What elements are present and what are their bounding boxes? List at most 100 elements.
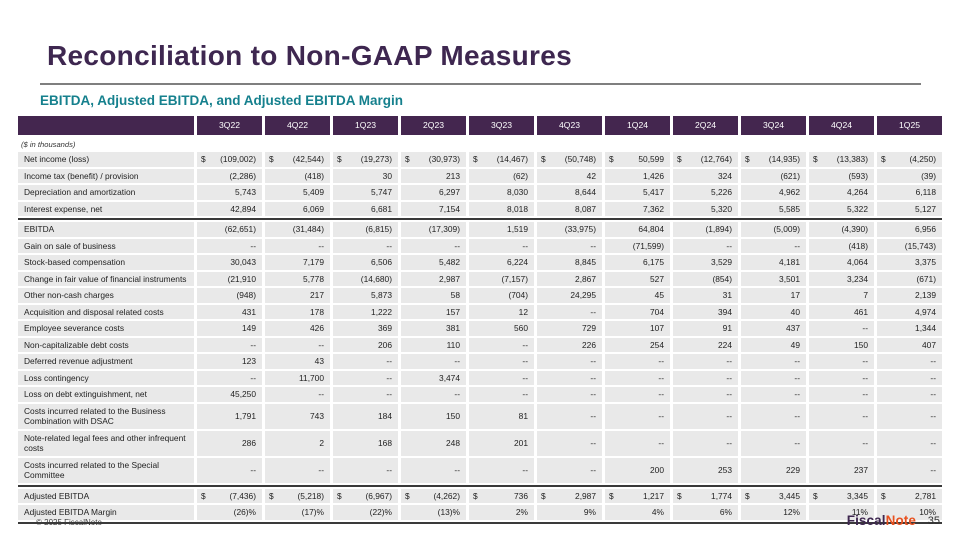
cell-value: $2,781: [877, 488, 942, 504]
cell-value: --: [877, 403, 942, 429]
cell-value: 560: [469, 321, 534, 336]
cell-value: 150: [401, 403, 466, 429]
cell-value: 1,519: [469, 222, 534, 237]
cell-value: 49: [741, 337, 806, 353]
row-label: Costs incurred related to the Business C…: [18, 403, 194, 429]
cell-value: (33,975): [537, 222, 602, 237]
cell-value: $ (14,935): [741, 152, 806, 167]
cell-value: 6,224: [469, 255, 534, 270]
cell-value: 45: [605, 288, 670, 303]
cell-value: $ (19,273): [333, 152, 398, 167]
cell-value: --: [809, 370, 874, 386]
cell-value: $50,599: [605, 152, 670, 167]
cell-value: 5,320: [673, 201, 738, 217]
cell-value: 7,179: [265, 255, 330, 270]
cell-value: (948): [197, 288, 262, 303]
row-label: Other non-cash charges: [18, 288, 194, 303]
cell-value: $ (13,383): [809, 152, 874, 167]
cell-value: 3,529: [673, 255, 738, 270]
cell-value: 5,409: [265, 185, 330, 200]
cell-value: 184: [333, 403, 398, 429]
cell-value: (62): [469, 168, 534, 184]
cell-value: $3,345: [809, 488, 874, 504]
cell-value: $2,987: [537, 488, 602, 504]
cell-value: 42,894: [197, 201, 262, 217]
column-header-3q24: 3Q24: [741, 116, 806, 135]
cell-value: (671): [877, 271, 942, 287]
cell-value: (854): [673, 271, 738, 287]
cell-value: 40: [741, 304, 806, 320]
row-label: Income tax (benefit) / provision: [18, 168, 194, 184]
cell-value: 5,747: [333, 185, 398, 200]
cell-value: $ (5,218): [265, 488, 330, 504]
cell-value: $ (6,967): [333, 488, 398, 504]
cell-value: 5,743: [197, 185, 262, 200]
row-label: EBITDA: [18, 222, 194, 237]
page-number: 35: [927, 515, 940, 527]
dollar-sign: $: [405, 154, 410, 165]
cell-value: (21,910: [197, 271, 262, 287]
cell-value: $ (42,544): [265, 152, 330, 167]
dollar-sign: $: [473, 154, 478, 165]
cell-value: 2: [265, 430, 330, 456]
column-header-1q25: 1Q25: [877, 116, 942, 135]
cell-value: 6,681: [333, 201, 398, 217]
cell-value: 2,867: [537, 271, 602, 287]
dollar-sign: $: [337, 154, 342, 165]
cell-value: 178: [265, 304, 330, 320]
row-label: Interest expense, net: [18, 201, 194, 217]
row-label: Change in fair value of financial instru…: [18, 271, 194, 287]
column-header-2q24: 2Q24: [673, 116, 738, 135]
cell-value: --: [265, 387, 330, 402]
cell-value: 6,297: [401, 185, 466, 200]
cell-value: 3,501: [741, 271, 806, 287]
cell-value: --: [333, 370, 398, 386]
logo-note-text: Note: [885, 513, 916, 528]
cell-value: 461: [809, 304, 874, 320]
cell-value: 2%: [469, 505, 534, 520]
row-label: Acquisition and disposal related costs: [18, 304, 194, 320]
cell-value: 527: [605, 271, 670, 287]
dollar-sign: $: [609, 490, 614, 501]
cell-value: 5,226: [673, 185, 738, 200]
cell-value: --: [877, 457, 942, 483]
cell-value: (62,651): [197, 222, 262, 237]
cell-value: 6,175: [605, 255, 670, 270]
cell-value: --: [877, 370, 942, 386]
cell-value: (6,815): [333, 222, 398, 237]
cell-value: 150: [809, 337, 874, 353]
cell-value: --: [537, 304, 602, 320]
cell-value: 2,987: [401, 271, 466, 287]
cell-value: 58: [401, 288, 466, 303]
cell-value: --: [741, 403, 806, 429]
cell-value: (14,680): [333, 271, 398, 287]
cell-value: --: [265, 457, 330, 483]
cell-value: --: [809, 430, 874, 456]
column-header-1q24: 1Q24: [605, 116, 670, 135]
cell-value: 6,118: [877, 185, 942, 200]
cell-value: (22)%: [333, 505, 398, 520]
row-label: Adjusted EBITDA: [18, 488, 194, 504]
cell-value: 254: [605, 337, 670, 353]
cell-value: (31,484): [265, 222, 330, 237]
cell-value: 110: [401, 337, 466, 353]
cell-value: (593): [809, 168, 874, 184]
cell-value: --: [469, 370, 534, 386]
cell-value: --: [673, 430, 738, 456]
cell-value: --: [809, 354, 874, 369]
cell-value: --: [469, 457, 534, 483]
dollar-sign: $: [881, 490, 886, 501]
dollar-sign: $: [473, 490, 478, 501]
cell-value: 437: [741, 321, 806, 336]
section-divider-line: [18, 218, 942, 221]
row-label: Gain on sale of business: [18, 238, 194, 254]
cell-value: 43: [265, 354, 330, 369]
cell-value: --: [469, 354, 534, 369]
cell-value: 743: [265, 403, 330, 429]
cell-value: --: [265, 238, 330, 254]
cell-value: (5,009): [741, 222, 806, 237]
cell-value: 394: [673, 304, 738, 320]
cell-value: --: [333, 354, 398, 369]
cell-value: $ (50,748): [537, 152, 602, 167]
cell-value: 31: [673, 288, 738, 303]
